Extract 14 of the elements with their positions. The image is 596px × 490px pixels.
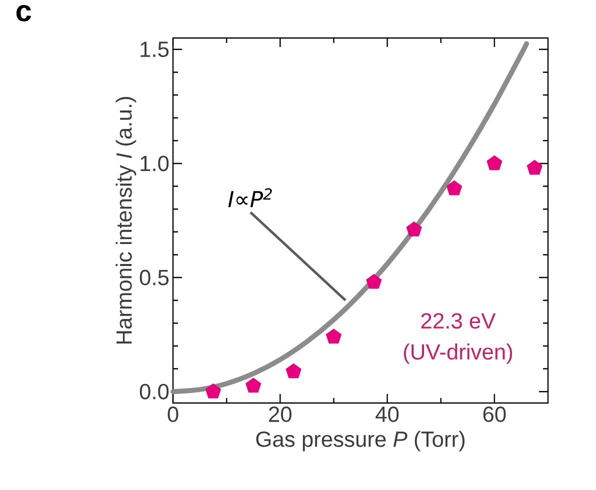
y-tick-label: 0.0 [140, 384, 169, 400]
x-tick-label: 20 [269, 406, 292, 422]
y-tick-label: 1.5 [140, 42, 169, 58]
y-tick-label: 0.5 [140, 270, 169, 286]
annotation: (UV-driven) [404, 344, 512, 364]
y-axis-title: Harmonic intensity I (a.u.) [116, 97, 136, 344]
text: c [16, 5, 32, 22]
x-tick-label: 0 [168, 406, 178, 422]
x-tick-label: 60 [483, 406, 506, 422]
annotation: I∝P$^{2}$ [228, 188, 272, 208]
x-axis-title: Gas pressure P (Torr) [256, 430, 465, 452]
y-tick-label: 1.0 [140, 156, 169, 172]
annotation: 22.3 eV [421, 313, 496, 329]
x-tick-label: 40 [376, 406, 399, 422]
